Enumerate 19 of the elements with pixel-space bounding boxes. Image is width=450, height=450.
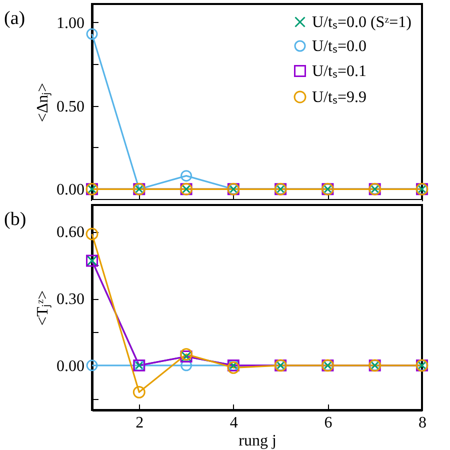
chart-title: (a)	[4, 8, 26, 29]
y-tick-label: 0.50	[56, 98, 84, 116]
y-tick-label: 0.60	[56, 224, 84, 242]
y-axis-title: <Δnⱼ>	[34, 82, 52, 122]
x-tick-label: 6	[324, 414, 332, 432]
x-tick-label: 4	[230, 414, 238, 432]
legend-label: U/tₛ=0.1	[312, 63, 366, 80]
legend-label: U/tₛ=0.0	[312, 38, 366, 55]
y-tick-label: 1.00	[56, 14, 84, 32]
y-tick-label: 0.00	[56, 182, 84, 199]
x-axis-title: rung j	[238, 432, 276, 450]
y-tick-label: 0.00	[56, 358, 84, 375]
x-tick-label: 8	[418, 414, 426, 432]
y-axis-title: <Tⱼᶻ>	[34, 290, 52, 326]
legend-label: U/tₛ=0.0 (Sᶻ=1)	[312, 14, 412, 31]
chart-title: (b)	[4, 209, 26, 230]
y-tick-label: 0.30	[56, 291, 84, 308]
x-tick-label: 2	[136, 414, 144, 432]
legend-label: U/tₛ=9.9	[312, 89, 366, 106]
